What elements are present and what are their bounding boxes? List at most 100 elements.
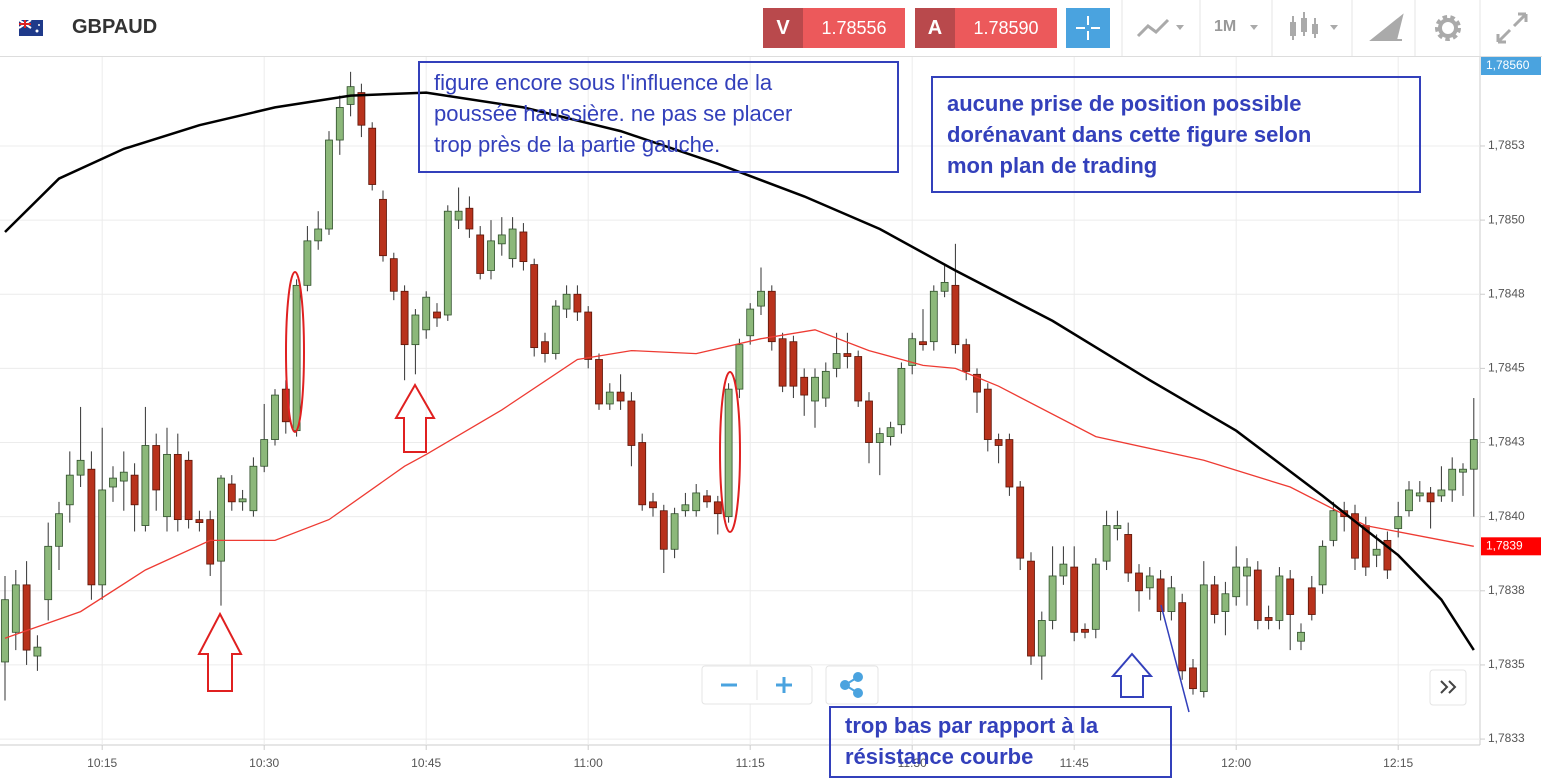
candle-body (11, 584, 20, 633)
candle-body (1221, 593, 1230, 612)
candle-body (1394, 516, 1403, 529)
candle-body (1297, 631, 1305, 642)
buy-button[interactable]: A 1.78590 (915, 8, 1057, 48)
candle-body (476, 234, 485, 274)
price-tag-label: 1,7839 (1486, 538, 1523, 552)
candle-body (227, 483, 236, 503)
x-tick-label: 10:30 (249, 756, 279, 770)
candle-body (692, 492, 701, 512)
candle-body (605, 391, 614, 405)
sell-button[interactable]: V 1.78556 (763, 8, 905, 48)
candle-body (616, 391, 625, 402)
y-tick-label: 1,7850 (1488, 212, 1525, 226)
fullscreen-button[interactable] (1496, 12, 1528, 44)
candle-body (1, 599, 9, 663)
annotation-line: poussée haussière. ne pas se placer (434, 101, 793, 126)
annotation-line: trop près de la partie gauche. (434, 132, 721, 157)
candle-body (22, 584, 31, 651)
candle-body (1016, 486, 1025, 559)
candle-body (724, 388, 733, 518)
candle-body (184, 459, 193, 521)
candle-body (433, 311, 441, 319)
candle-type-button[interactable] (1290, 12, 1338, 40)
candle-body (627, 400, 636, 446)
candle-body (87, 468, 96, 586)
crosshair-button[interactable] (1066, 8, 1110, 48)
candle-body (746, 308, 755, 337)
candle-body (670, 513, 679, 550)
candle-body (811, 376, 819, 402)
candle-body (1189, 667, 1197, 690)
symbol: GBPAUD (72, 16, 158, 38)
candle-body (757, 290, 765, 307)
candle-body (1070, 566, 1079, 633)
candle-body (325, 139, 333, 230)
candle-body (994, 439, 1003, 446)
candle-body (1210, 584, 1219, 615)
candle-body (98, 489, 107, 586)
candle-body (649, 501, 657, 509)
timeframe[interactable]: 1M (1214, 18, 1237, 35)
candle-body (832, 353, 841, 369)
annotation-line: mon plan de trading (947, 153, 1158, 178)
candle-body (962, 344, 971, 372)
candle-body (1091, 563, 1100, 630)
candle-body (1275, 575, 1284, 621)
flag (19, 20, 43, 36)
annotation-box: figure encore sous l'influence de la pou… (418, 61, 899, 173)
candle-body (33, 646, 42, 657)
candle-body (908, 338, 917, 366)
candle-body (368, 127, 377, 185)
candle-body (141, 445, 150, 526)
y-tick-label: 1,7833 (1488, 731, 1525, 745)
candle-body (465, 207, 474, 230)
candle-body (292, 284, 301, 432)
candle-body (919, 341, 927, 346)
candle-body (843, 353, 852, 357)
share-button[interactable] (825, 665, 879, 705)
price-tag (1481, 57, 1541, 75)
candle-body (821, 370, 830, 399)
candle-body (271, 394, 279, 440)
x-tick-label: 11:45 (1060, 756, 1089, 770)
x-tick-label: 12:00 (1221, 756, 1251, 770)
candle-body (357, 92, 366, 126)
y-tick-label: 1,7848 (1488, 286, 1525, 300)
candle-body (973, 373, 981, 393)
candle-body (44, 545, 53, 601)
x-tick-label: 10:45 (411, 756, 441, 770)
marks (1, 71, 1478, 701)
candle-body (800, 376, 809, 396)
candle-body (551, 305, 560, 354)
candle-body (163, 453, 171, 518)
candle-body (875, 433, 884, 443)
settings-button[interactable] (1435, 15, 1461, 41)
candle-body (897, 367, 906, 426)
candle-body (260, 439, 269, 467)
x-tick-label: 12:15 (1383, 756, 1413, 770)
candle-body (1253, 569, 1262, 621)
sell-price: 1.78556 (803, 8, 905, 48)
candle-body (1459, 468, 1467, 473)
candle-body (1448, 468, 1457, 491)
draw-button[interactable] (1369, 13, 1404, 41)
scroll-end-button[interactable] (1429, 669, 1467, 706)
candle-body (778, 338, 787, 387)
candle-body (1059, 563, 1068, 577)
zoom-in[interactable] (776, 677, 792, 693)
candle-body (1383, 539, 1392, 571)
candle-body (713, 501, 722, 515)
candle-body (1243, 566, 1251, 577)
sell-label: V (763, 8, 803, 48)
candle-body (508, 228, 517, 260)
candle-body (854, 356, 863, 402)
candle-body (573, 293, 582, 313)
candle-body (76, 459, 85, 476)
indicator-line (4, 91, 1475, 651)
candle-body (886, 427, 895, 437)
candle-body (487, 240, 495, 271)
chart-type-button[interactable] (1136, 18, 1184, 38)
scroll-end-icon (1440, 680, 1457, 694)
candle-body (1307, 587, 1316, 615)
candle-body (1426, 492, 1435, 503)
